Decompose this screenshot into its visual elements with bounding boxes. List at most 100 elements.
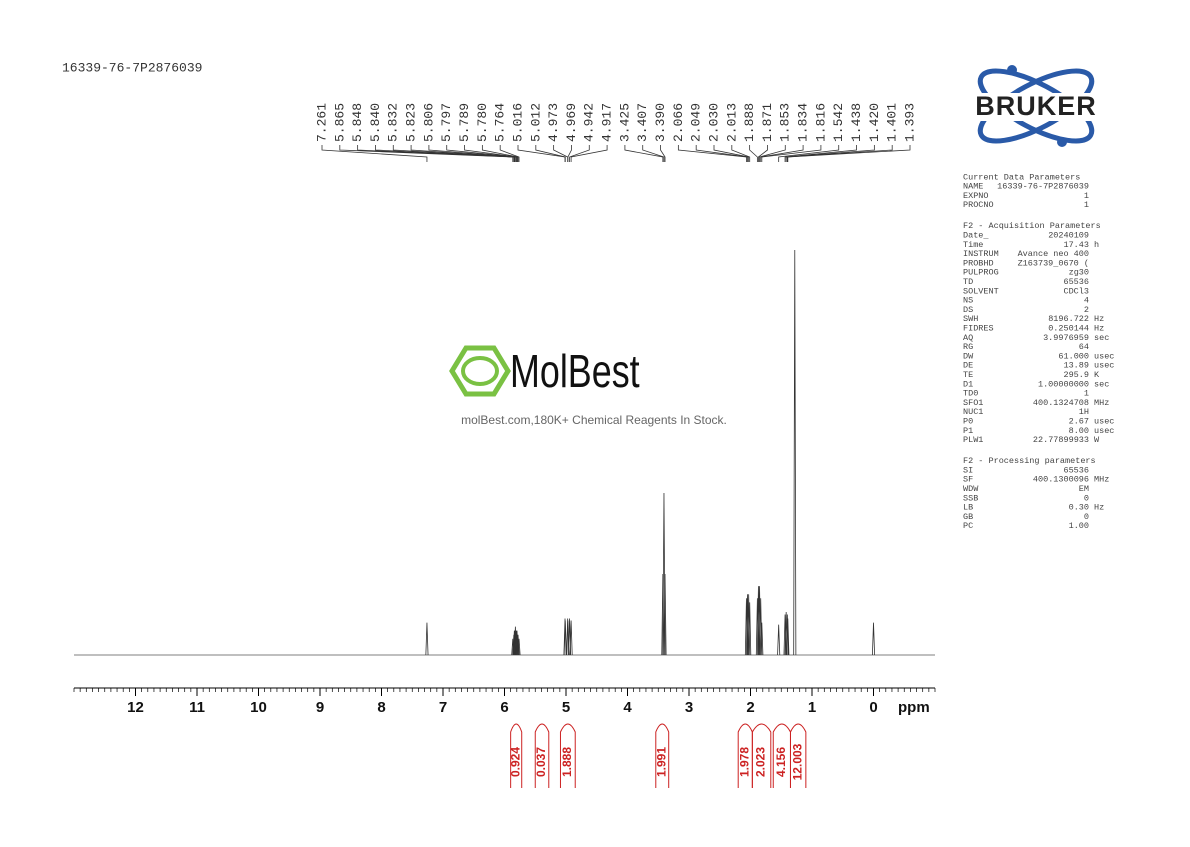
parameter-unit: usec — [1094, 426, 1114, 436]
parameter-value: 400.1324708 — [1033, 398, 1089, 408]
peak-label: 3.407 — [635, 103, 650, 142]
peak-label-connector — [695, 145, 748, 162]
parameter-value: 13.89 — [1063, 361, 1089, 371]
peak — [760, 622, 764, 656]
x-tick-label: 5 — [562, 699, 570, 716]
peak-label-connector — [375, 145, 515, 162]
peak-label: 5.789 — [457, 103, 472, 142]
peak-label-connector — [567, 145, 572, 162]
x-tick-label: 2 — [746, 699, 754, 716]
parameter-unit: usec — [1094, 351, 1114, 361]
chart-title: 16339-76-7P2876039 — [62, 60, 202, 75]
peak-label: 5.840 — [368, 103, 383, 142]
parameter-name: SI — [963, 465, 973, 475]
peak-label-connector — [357, 145, 515, 162]
peak — [512, 630, 516, 656]
peak-label: 3.390 — [653, 103, 668, 142]
parameter-unit: Hz — [1094, 314, 1104, 324]
peak-label: 5.832 — [386, 103, 401, 142]
x-tick-label: 0 — [869, 699, 877, 716]
peak-label: 2.030 — [706, 103, 721, 142]
peak-label-connector — [428, 145, 517, 162]
peak-label-connector — [642, 145, 665, 162]
watermark-tagline: molBest.com,180K+ Chemical Reagents In S… — [461, 413, 727, 427]
watermark: MolBest molBest.com,180K+ Chemical Reage… — [449, 345, 727, 427]
integral-label: 1.991 — [654, 747, 668, 777]
peak-label-connector — [392, 145, 516, 162]
parameter-name: PC — [963, 521, 973, 531]
parameter-value: Z163739_0670 ( — [1018, 258, 1089, 268]
parameter-name: Date_ — [963, 230, 989, 240]
x-tick-label: 7 — [439, 699, 447, 716]
x-tick-label: 9 — [316, 699, 324, 716]
parameter-name: DW — [963, 351, 974, 361]
peak-label-connector — [446, 145, 518, 162]
parameter-name: LB — [963, 503, 973, 513]
parameter-name: PROBHD — [963, 258, 994, 268]
peak-label: 2.013 — [724, 103, 739, 142]
peak-label-connector — [787, 145, 911, 162]
parameter-section-title: F2 - Processing parameters — [963, 456, 1096, 466]
parameter-name: SF — [963, 475, 973, 485]
peak-label-connector — [321, 145, 428, 162]
parameter-value: 1 — [1084, 191, 1089, 201]
parameter-name: FIDRES — [963, 323, 994, 333]
parameter-unit: W — [1094, 435, 1100, 445]
peak-label-connector — [677, 145, 747, 162]
parameter-value: 0 — [1084, 512, 1089, 522]
logo-orbit — [977, 68, 1095, 144]
parameter-value: 1.00000000 — [1038, 379, 1089, 389]
peak-label: 3.425 — [617, 103, 632, 142]
parameter-name: NUC1 — [963, 407, 983, 417]
peak-label-connector — [570, 145, 608, 162]
integral-region — [789, 723, 807, 788]
logo-dot — [1007, 65, 1017, 75]
peak-label: 1.401 — [885, 103, 900, 142]
peak-label-connector — [624, 145, 664, 162]
parameter-section-title: Current Data Parameters — [963, 172, 1080, 182]
peak-label: 5.016 — [510, 103, 525, 142]
parameter-value: 3.9976959 — [1043, 333, 1089, 343]
parameter-name: P1 — [963, 426, 973, 436]
parameter-unit: sec — [1094, 333, 1109, 343]
integral-label: 1.978 — [737, 747, 751, 777]
x-tick-label: 10 — [250, 699, 267, 716]
integral-label: 2.023 — [754, 747, 768, 777]
peak-label: 4.969 — [564, 103, 579, 142]
parameter-unit: MHz — [1094, 475, 1109, 485]
parameter-name: RG — [963, 342, 973, 352]
parameter-unit: sec — [1094, 379, 1109, 389]
peak-label-connector — [499, 145, 520, 162]
parameter-unit: usec — [1094, 361, 1114, 371]
parameter-value: 2.67 — [1069, 416, 1089, 426]
peak-label-connector — [464, 145, 518, 162]
x-tick-label: 4 — [623, 699, 632, 716]
peak-label: 1.816 — [813, 103, 828, 142]
peak-label-connector — [786, 145, 893, 162]
parameter-name: Time — [963, 240, 983, 250]
parameter-value: 2 — [1084, 305, 1089, 315]
peak-label: 5.012 — [528, 103, 543, 142]
x-axis-label: ppm — [898, 699, 930, 716]
peak-label: 1.438 — [849, 103, 864, 142]
logo-dot — [1057, 137, 1067, 147]
parameter-value: 64 — [1079, 342, 1089, 352]
parameter-value: CDCl3 — [1063, 286, 1089, 296]
peak-label-connector — [758, 145, 768, 162]
integral-region — [655, 723, 670, 788]
parameter-name: INSTRUM — [963, 249, 999, 259]
parameter-name: TE — [963, 370, 973, 380]
parameter-value: 0.250144 — [1048, 323, 1089, 333]
peak-label-connector — [410, 145, 516, 162]
parameter-unit: usec — [1094, 416, 1114, 426]
x-tick-label: 12 — [127, 699, 144, 716]
peak-label: 4.917 — [600, 103, 615, 142]
parameter-value: 1H — [1079, 407, 1089, 417]
parameter-name: SWH — [963, 314, 978, 324]
parameter-unit: h — [1094, 240, 1099, 250]
peak — [785, 614, 789, 656]
peak-label-connector — [778, 145, 840, 162]
vendor-logo: BRUKER — [958, 65, 1114, 147]
peak — [661, 573, 665, 656]
